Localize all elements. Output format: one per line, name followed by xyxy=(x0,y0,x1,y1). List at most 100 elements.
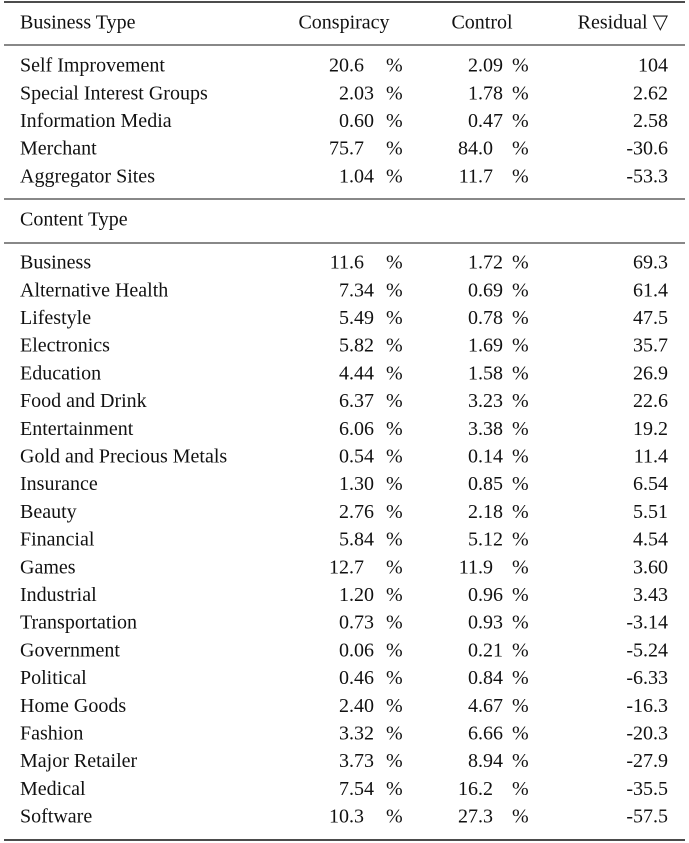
cell: 2.76 xyxy=(339,501,374,523)
cell: 5.12 xyxy=(468,529,503,551)
unit: % xyxy=(386,110,403,132)
row-label: Transportation xyxy=(20,612,137,634)
column-header: Conspiracy xyxy=(298,12,389,34)
column-header: Residual ▽ xyxy=(578,12,669,34)
cell: 1.78 xyxy=(468,82,503,104)
cell: 19.2 xyxy=(633,418,668,440)
cell: -6.33 xyxy=(626,667,668,689)
cell: -3.14 xyxy=(626,612,668,634)
cell: 20.6 xyxy=(329,55,364,77)
row-label: Software xyxy=(20,806,92,828)
cell: 1.30 xyxy=(339,473,374,495)
cell: 2.58 xyxy=(633,110,668,132)
row-label: Business xyxy=(20,252,91,274)
cell: 47.5 xyxy=(633,307,668,329)
row-label: Games xyxy=(20,556,76,578)
cell: 7.34 xyxy=(339,279,374,301)
unit: % xyxy=(386,695,403,717)
unit: % xyxy=(512,501,529,523)
cell: 35.7 xyxy=(633,335,668,357)
unit: % xyxy=(512,612,529,634)
cell: 11.4 xyxy=(634,445,668,467)
row-label: Gold and Precious Metals xyxy=(20,445,227,467)
unit: % xyxy=(386,390,403,412)
cell: 6.06 xyxy=(339,418,374,440)
unit: % xyxy=(386,473,403,495)
unit: % xyxy=(386,667,403,689)
unit: % xyxy=(512,335,529,357)
unit: % xyxy=(512,138,529,160)
cell: 104 xyxy=(638,55,668,77)
cell: 0.96 xyxy=(468,584,503,606)
row-label: Merchant xyxy=(20,138,97,160)
cell: 3.38 xyxy=(468,418,503,440)
cell: 5.51 xyxy=(633,501,668,523)
cell: 0.47 xyxy=(468,110,503,132)
unit: % xyxy=(512,556,529,578)
unit: % xyxy=(512,667,529,689)
cell: 4.54 xyxy=(633,529,668,551)
row-label: Medical xyxy=(20,778,86,800)
row-label: Food and Drink xyxy=(20,390,147,412)
cell: 4.67 xyxy=(468,695,503,717)
unit: % xyxy=(512,252,529,274)
cell: -16.3 xyxy=(626,695,668,717)
cell: 0.54 xyxy=(339,445,374,467)
unit: % xyxy=(386,529,403,551)
unit: % xyxy=(512,473,529,495)
cell: 61.4 xyxy=(633,279,668,301)
cell: -30.6 xyxy=(626,138,668,160)
cell: 8.94 xyxy=(468,750,503,772)
section-title: Content Type xyxy=(20,209,128,231)
unit: % xyxy=(512,362,529,384)
unit: % xyxy=(512,584,529,606)
cell: 1.72 xyxy=(468,252,503,274)
cell: 10.3 xyxy=(329,806,364,828)
cell: 5.82 xyxy=(339,335,374,357)
unit: % xyxy=(512,307,529,329)
unit: % xyxy=(512,390,529,412)
unit: % xyxy=(512,445,529,467)
unit: % xyxy=(386,335,403,357)
cell: 0.60 xyxy=(339,110,374,132)
unit: % xyxy=(512,695,529,717)
row-label: Electronics xyxy=(20,335,110,357)
unit: % xyxy=(512,639,529,661)
unit: % xyxy=(512,529,529,551)
unit: % xyxy=(386,778,403,800)
cell: 11.9 xyxy=(459,556,493,578)
unit: % xyxy=(512,778,529,800)
cell: 0.85 xyxy=(468,473,503,495)
unit: % xyxy=(386,639,403,661)
cell: -20.3 xyxy=(626,722,668,744)
cell: 27.3 xyxy=(458,806,493,828)
row-label: Insurance xyxy=(20,473,98,495)
cell: -35.5 xyxy=(626,778,668,800)
unit: % xyxy=(386,362,403,384)
cell: 1.20 xyxy=(339,584,374,606)
cell: 0.93 xyxy=(468,612,503,634)
cell: 84.0 xyxy=(458,138,493,160)
cell: 11.7 xyxy=(459,165,493,187)
cell: 3.73 xyxy=(339,750,374,772)
cell: 2.18 xyxy=(468,501,503,523)
unit: % xyxy=(386,307,403,329)
cell: 0.78 xyxy=(468,307,503,329)
unit: % xyxy=(512,806,529,828)
cell: 1.58 xyxy=(468,362,503,384)
cell: 3.43 xyxy=(633,584,668,606)
cell: 5.84 xyxy=(339,529,374,551)
row-label: Lifestyle xyxy=(20,307,91,329)
cell: 6.66 xyxy=(468,722,503,744)
row-label: Beauty xyxy=(20,501,77,523)
row-label: Entertainment xyxy=(20,418,134,440)
cell: 6.54 xyxy=(633,473,668,495)
unit: % xyxy=(386,279,403,301)
row-label: Aggregator Sites xyxy=(20,165,155,187)
unit: % xyxy=(386,750,403,772)
cell: 0.69 xyxy=(468,279,503,301)
unit: % xyxy=(386,252,403,274)
cell: 2.62 xyxy=(633,82,668,104)
cell: 16.2 xyxy=(458,778,493,800)
cell: 1.69 xyxy=(468,335,503,357)
